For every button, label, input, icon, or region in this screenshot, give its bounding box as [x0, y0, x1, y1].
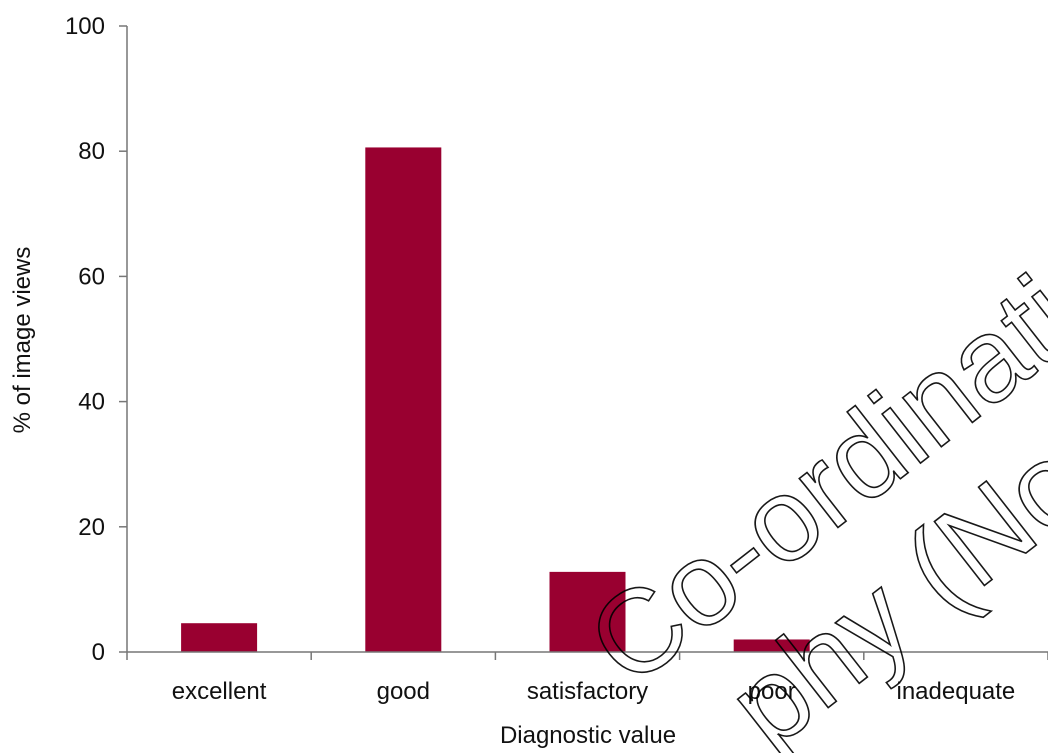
y-tick-label: 60 [78, 263, 105, 290]
y-axis-title: % of image views [9, 247, 36, 434]
bars-group [181, 147, 810, 652]
bar-satisfactory [549, 571, 626, 652]
x-tick-label: satisfactory [527, 678, 648, 705]
ticks-group: 0 20 40 60 80 100 excellent good satisfactory poo… [65, 13, 1048, 705]
axes-group [126, 26, 1048, 653]
y-tick-label: 40 [78, 389, 105, 416]
y-tick-label: 100 [65, 13, 105, 40]
watermark: Co-ordinatin phy (No [564, 210, 1048, 753]
y-tick-label: 80 [78, 138, 105, 165]
bar-good [365, 147, 442, 652]
x-tick-label: excellent [172, 678, 267, 705]
x-tick-label: inadequate [897, 678, 1016, 705]
y-tick-label: 0 [92, 639, 105, 666]
x-axis-title: Diagnostic value [500, 722, 676, 749]
bar-excellent [181, 623, 258, 652]
x-tick-label: good [377, 678, 430, 705]
x-tick-label: poor [748, 678, 796, 705]
bar-poor [733, 639, 810, 652]
y-tick-label: 20 [78, 514, 105, 541]
